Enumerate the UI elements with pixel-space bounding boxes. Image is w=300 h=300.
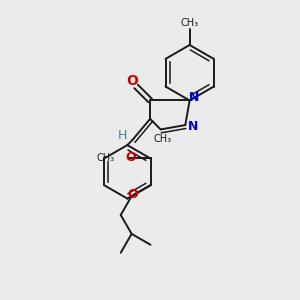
Text: N: N xyxy=(188,91,199,104)
Text: CH₃: CH₃ xyxy=(181,18,199,28)
Text: H: H xyxy=(118,129,127,142)
Text: CH₃: CH₃ xyxy=(154,134,172,144)
Text: O: O xyxy=(127,188,138,201)
Text: O: O xyxy=(126,74,138,88)
Text: CH₃: CH₃ xyxy=(97,154,115,164)
Text: O: O xyxy=(125,151,136,164)
Text: N: N xyxy=(188,120,198,133)
